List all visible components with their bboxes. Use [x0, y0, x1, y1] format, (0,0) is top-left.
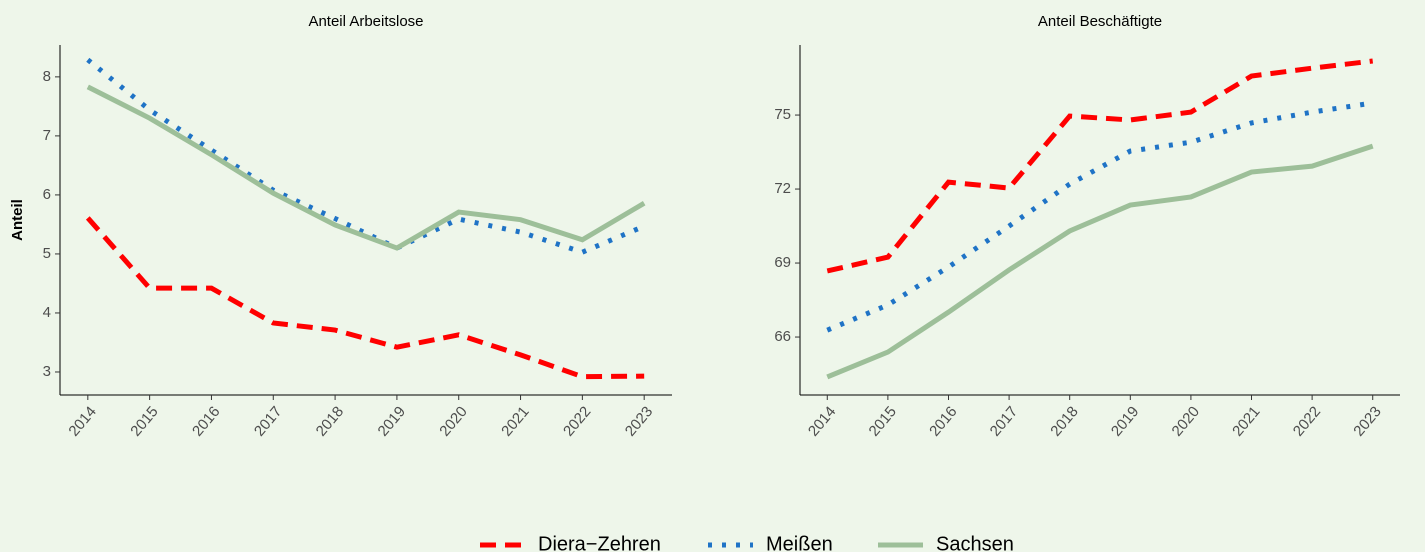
series-line	[826, 100, 1374, 333]
series-line	[86, 84, 646, 251]
y-tick-label: 66	[774, 328, 791, 345]
y-tick-label: 7	[43, 127, 51, 144]
legend-label: Sachsen	[936, 533, 1014, 552]
panel-title: Anteil Beschäftigte	[1038, 13, 1162, 30]
series-line	[85, 216, 645, 380]
y-axis-label: Anteil	[9, 199, 26, 241]
y-tick-label: 8	[43, 68, 51, 85]
y-tick-label: 6	[43, 186, 51, 203]
y-tick-label: 4	[43, 304, 51, 321]
series-line	[826, 58, 1374, 274]
panel-title: Anteil Arbeitslose	[308, 13, 423, 30]
legend-label: Diera−Zehren	[538, 533, 661, 552]
y-tick-label: 69	[774, 254, 791, 271]
legend-label: Meißen	[766, 533, 833, 552]
y-tick-label: 75	[774, 106, 791, 123]
y-tick-label: 3	[43, 363, 51, 380]
y-tick-label: 72	[774, 180, 791, 197]
series-line	[826, 143, 1374, 380]
y-tick-label: 5	[43, 245, 51, 262]
